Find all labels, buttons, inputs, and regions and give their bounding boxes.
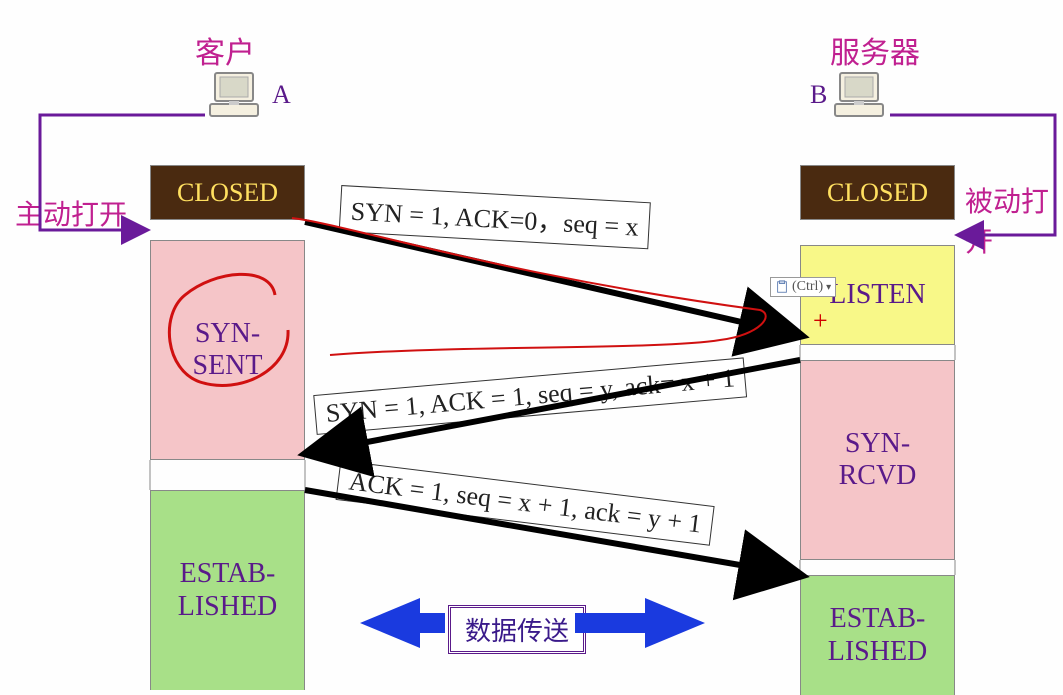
server-syn-rcvd-state: SYN- RCVD [800,360,955,560]
dropdown-icon: ▾ [826,282,831,293]
clipboard-icon [775,280,789,294]
client-syn-sent-state: SYN- SENT [150,240,305,460]
ctrl-popup[interactable]: (Ctrl) ▾ [770,277,836,297]
plus-marker: + [813,306,828,336]
server-listen-label: LISTEN [829,279,925,311]
server-closed-state: CLOSED [800,165,955,220]
client-established-state: ESTAB- LISHED [150,490,305,690]
client-letter: A [272,80,291,110]
server-title: 服务器 [830,28,920,72]
data-transfer-label: 数据传送 [448,605,586,654]
server-letter: B [810,80,827,110]
ctrl-text: (Ctrl) [792,279,823,295]
client-closed-state: CLOSED [150,165,305,220]
ack-message-3: ACK = 1, seq = x + 1, ack = y + 1 [336,460,715,546]
client-title: 客户 [195,28,255,72]
computer-b-icon [830,68,890,123]
synack-message-2: SYN = 1, ACK = 1, seq = y, ack= x + 1 [313,357,747,435]
server-established-state: ESTAB- LISHED [800,575,955,695]
passive-open-label: 被动打开 [965,180,1063,260]
computer-a-icon [205,68,265,123]
syn-message-1: SYN = 1, ACK=0，seq = x [339,185,651,249]
active-open-label: 主动打开 [15,193,127,233]
